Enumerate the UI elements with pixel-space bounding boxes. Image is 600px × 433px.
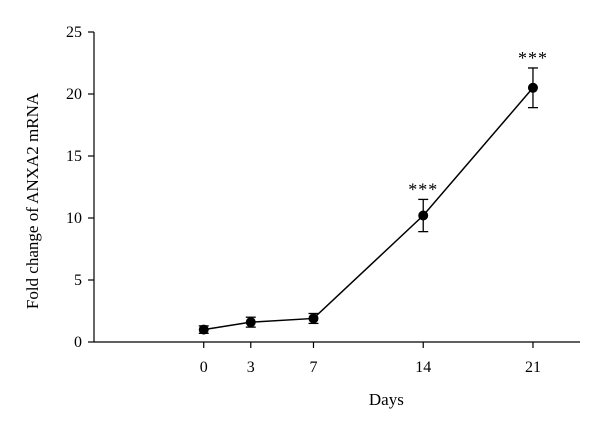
axes: 0 5 10 15 20 25 0 3 7 14 21 xyxy=(66,24,580,376)
x-tick-label: 21 xyxy=(525,359,541,376)
y-tick-label: 0 xyxy=(74,334,82,351)
x-tick-label: 14 xyxy=(415,359,431,376)
y-axis-title: Fold change of ANXA2 mRNA xyxy=(23,92,42,309)
x-axis-title: Days xyxy=(369,390,404,409)
y-tick-label: 5 xyxy=(74,272,82,289)
series-line xyxy=(203,87,534,331)
y-tick-label: 15 xyxy=(66,148,82,165)
x-tick-label: 3 xyxy=(247,359,255,376)
y-tick-label: 20 xyxy=(66,86,82,103)
y-tick-label: 25 xyxy=(66,24,82,41)
data-point xyxy=(198,324,209,335)
x-tick-label: 7 xyxy=(309,359,317,376)
significance-annotation: *** xyxy=(518,48,548,68)
x-tick-label: 0 xyxy=(200,359,208,376)
y-tick-label: 10 xyxy=(66,210,82,227)
data-point xyxy=(527,82,538,93)
data-point xyxy=(245,317,256,328)
series-group: *** *** xyxy=(198,48,548,335)
data-point xyxy=(418,210,429,221)
significance-annotation: *** xyxy=(408,179,438,199)
data-point xyxy=(308,313,319,324)
